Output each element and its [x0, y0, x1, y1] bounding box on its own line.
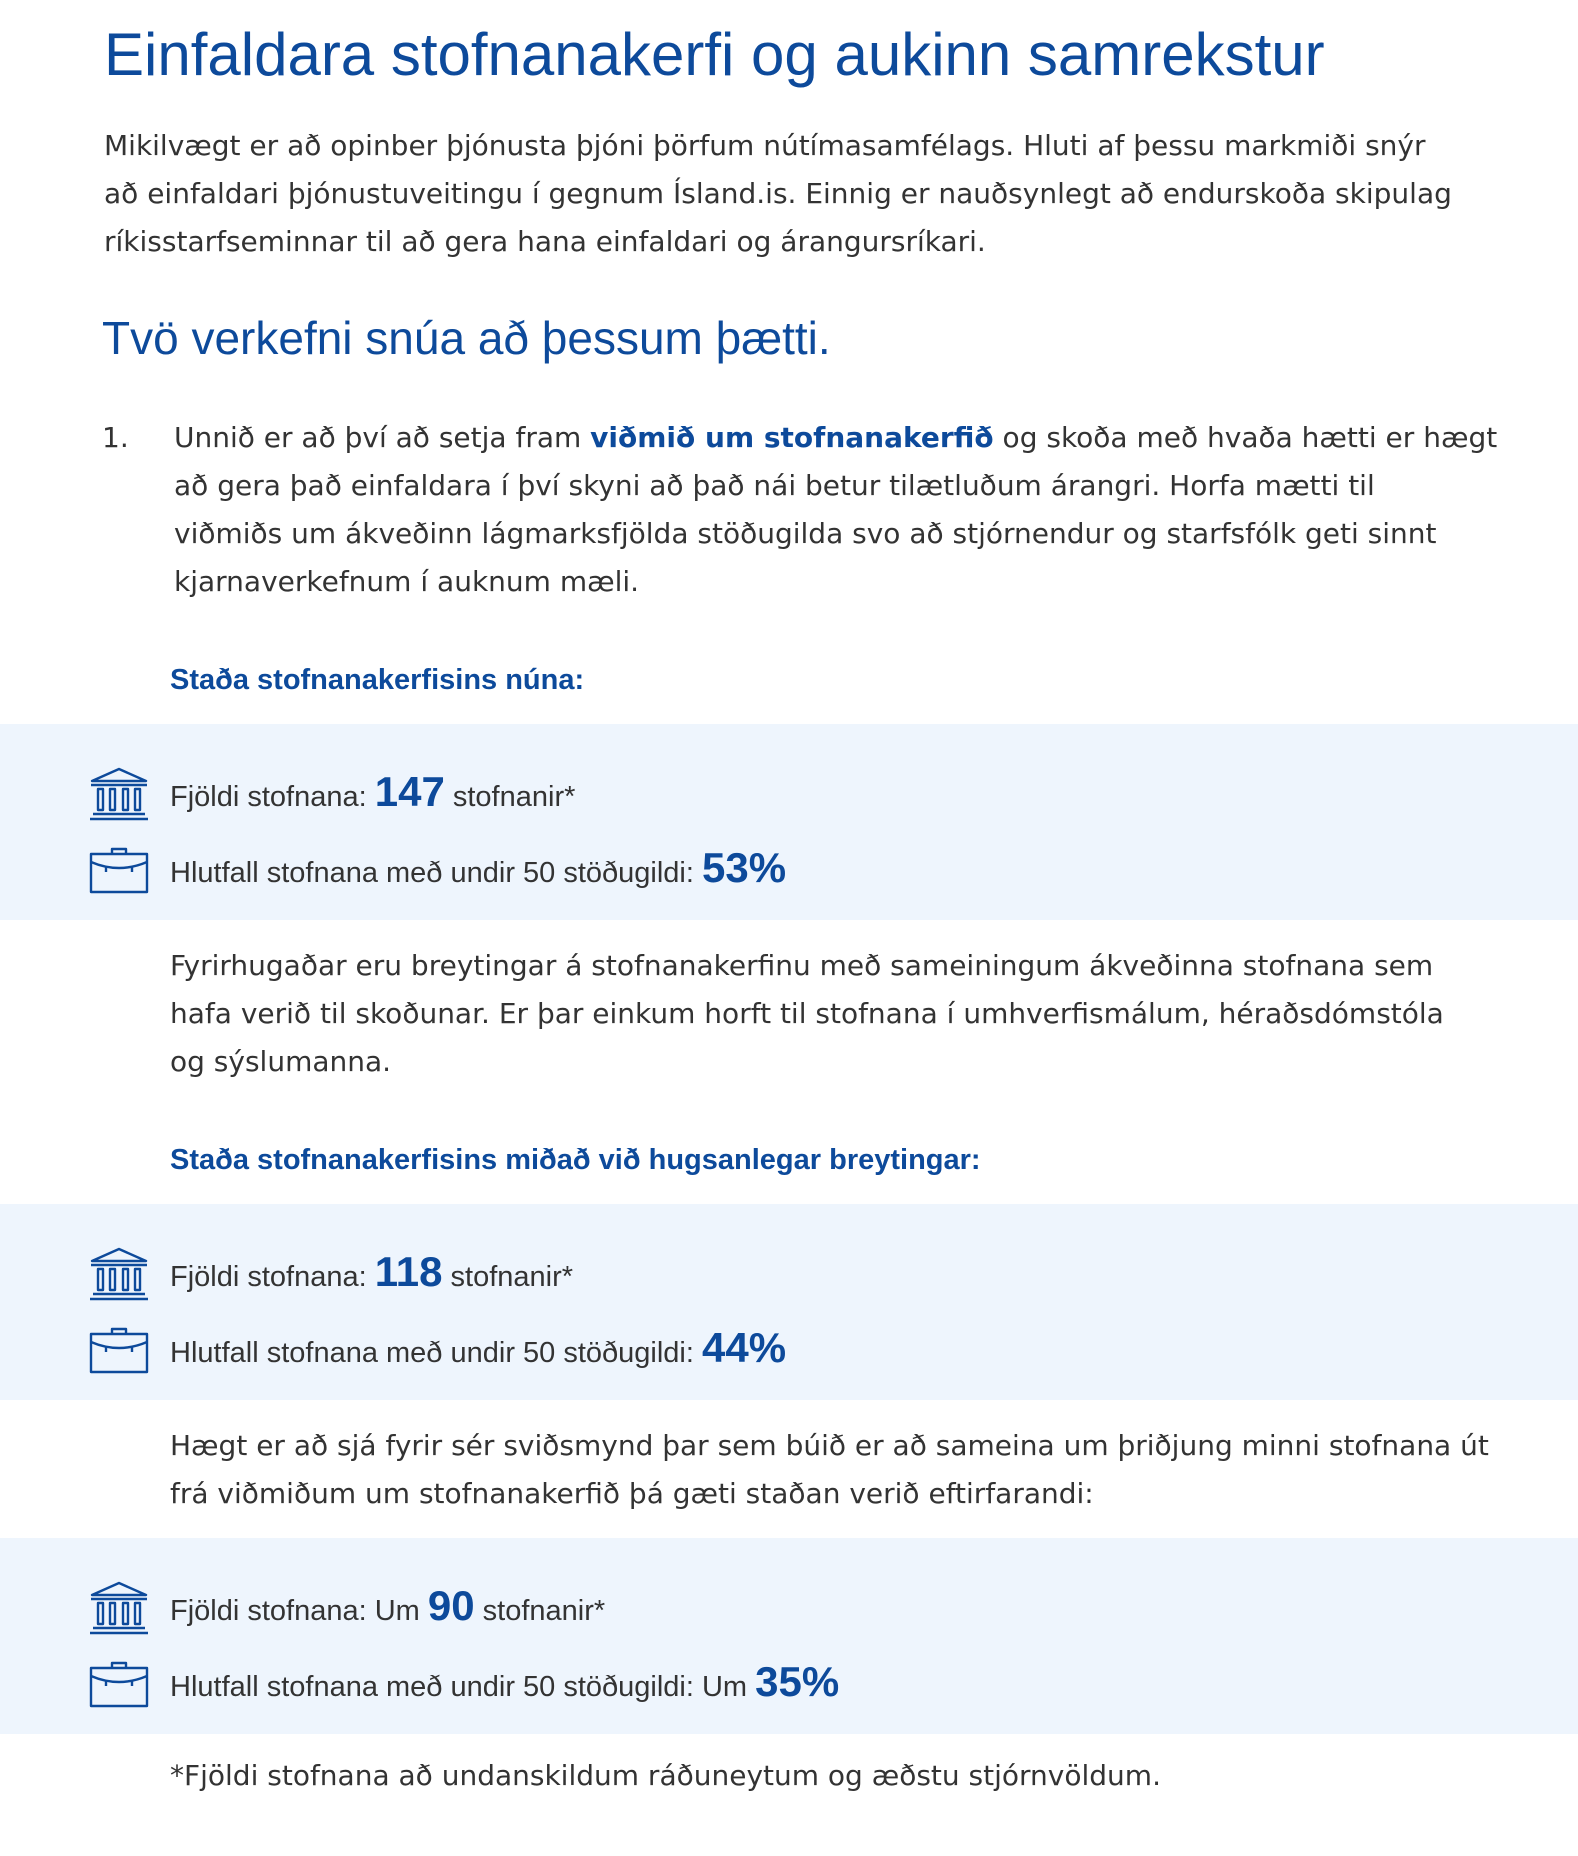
stat-row-count: Fjöldi stofnana: 118 stofnanir*	[0, 1242, 1578, 1302]
ratio-text: Hlutfall stofnana með undir 50 stöðugild…	[170, 1318, 786, 1378]
count-suffix: stofnanir*	[444, 781, 576, 813]
ratio-text: Hlutfall stofnana með undir 50 stöðugild…	[170, 1652, 839, 1712]
institution-building-icon	[88, 1246, 150, 1302]
paragraph-line: og sýslumanna.	[170, 1045, 392, 1078]
ratio-label: Hlutfall stofnana með undir 50 stöðugild…	[170, 1671, 702, 1703]
count-value: 147	[374, 768, 445, 815]
stat-row-ratio: Hlutfall stofnana með undir 50 stöðugild…	[0, 838, 1578, 898]
paragraph-line: hafa verið til skoðunar. Er þar einkum h…	[170, 997, 1444, 1030]
intro-line: Mikilvægt er að opinber þjónusta þjóni þ…	[104, 129, 1426, 162]
stat-row-count: Fjöldi stofnana: 147 stofnanir*	[0, 762, 1578, 822]
intro-paragraph: Mikilvægt er að opinber þjónusta þjóni þ…	[104, 122, 1504, 266]
count-suffix: stofnanir*	[442, 1261, 574, 1293]
ratio-value: 35%	[755, 1658, 840, 1705]
list-line: kjarnaverkefnum í auknum mæli.	[174, 565, 640, 598]
ratio-text: Hlutfall stofnana með undir 50 stöðugild…	[170, 838, 786, 898]
briefcase-icon	[88, 1322, 150, 1378]
changes-state-heading: Staða stofnanakerfisins miðað við hugsan…	[170, 1144, 981, 1176]
paragraph-line: Hægt er að sjá fyrir sér sviðsmynd þar s…	[170, 1429, 1489, 1462]
institution-count-text: Fjöldi stofnana: 118 stofnanir*	[170, 1242, 573, 1302]
count-value: 90	[427, 1582, 475, 1629]
briefcase-icon	[88, 842, 150, 898]
count-label: Fjöldi stofnana:	[170, 1261, 375, 1293]
intro-line: ríkisstarfseminnar til að gera hana einf…	[104, 225, 986, 258]
stat-row-ratio: Hlutfall stofnana með undir 50 stöðugild…	[0, 1652, 1578, 1712]
current-state-stats: Fjöldi stofnana: 147 stofnanir* Hlutfall…	[0, 724, 1578, 920]
stat-row-count: Fjöldi stofnana: Um 90 stofnanir*	[0, 1576, 1578, 1636]
count-prefix: Um	[374, 1595, 428, 1627]
criteria-link[interactable]: viðmið um stofnanakerfið	[590, 421, 994, 454]
list-line: og skoða með hvaða hætti er hægt	[993, 421, 1498, 454]
paragraph-line: frá viðmiðum um stofnanakerfið þá gæti s…	[170, 1477, 1094, 1510]
institution-count-text: Fjöldi stofnana: 147 stofnanir*	[170, 762, 575, 822]
ratio-value: 44%	[701, 1324, 787, 1371]
institution-building-icon	[88, 1580, 150, 1636]
count-value: 118	[374, 1248, 443, 1295]
institution-count-text: Fjöldi stofnana: Um 90 stofnanir*	[170, 1576, 605, 1636]
ratio-prefix: Um	[701, 1671, 756, 1703]
intro-line: að einfaldari þjónustuveitingu í gegnum …	[104, 177, 1452, 210]
current-state-heading: Staða stofnanakerfisins núna:	[170, 664, 585, 696]
section-subtitle: Tvö verkefni snúa að þessum þætti.	[102, 312, 831, 364]
institution-building-icon	[88, 766, 150, 822]
changes-paragraph: Fyrirhugaðar eru breytingar á stofnanake…	[170, 942, 1510, 1086]
list-line: viðmiðs um ákveðinn lágmarksfjölda stöðu…	[174, 517, 1437, 550]
scenario-paragraph: Hægt er að sjá fyrir sér sviðsmynd þar s…	[170, 1422, 1510, 1518]
list-item-number: 1.	[102, 421, 129, 454]
paragraph-line: Fyrirhugaðar eru breytingar á stofnanake…	[170, 949, 1434, 982]
ratio-value: 53%	[701, 844, 787, 891]
footnote: *Fjöldi stofnana að undanskildum ráðuney…	[170, 1759, 1161, 1792]
page-title: Einfaldara stofnanakerfi og aukinn samre…	[104, 21, 1325, 88]
ratio-label: Hlutfall stofnana með undir 50 stöðugild…	[170, 1337, 702, 1369]
stat-row-ratio: Hlutfall stofnana með undir 50 stöðugild…	[0, 1318, 1578, 1378]
briefcase-icon	[88, 1656, 150, 1712]
list-line: að gera það einfaldara í því skyni að þa…	[174, 469, 1375, 502]
count-label: Fjöldi stofnana:	[170, 1595, 375, 1627]
changes-state-stats: Fjöldi stofnana: 118 stofnanir* Hlutfall…	[0, 1204, 1578, 1400]
list-item-text: Unnið er að því að setja fram viðmið um …	[174, 414, 1504, 606]
count-label: Fjöldi stofnana:	[170, 781, 375, 813]
list-line: Unnið er að því að setja fram	[174, 421, 591, 454]
scenario-stats: Fjöldi stofnana: Um 90 stofnanir* Hlutfa…	[0, 1538, 1578, 1734]
count-suffix: stofnanir*	[474, 1595, 606, 1627]
ratio-label: Hlutfall stofnana með undir 50 stöðugild…	[170, 857, 702, 889]
